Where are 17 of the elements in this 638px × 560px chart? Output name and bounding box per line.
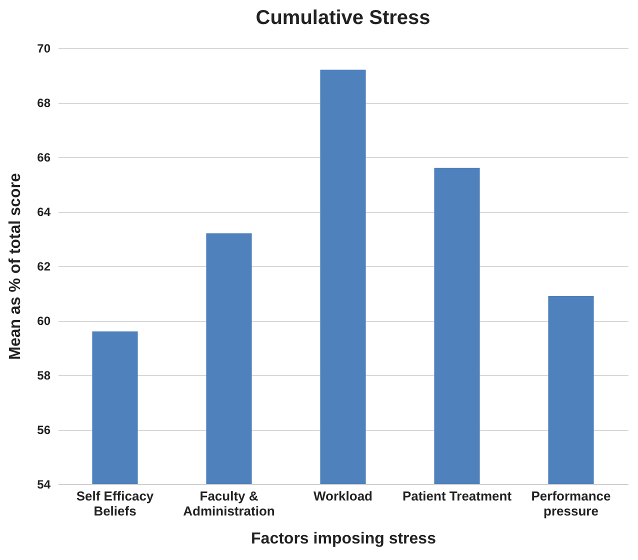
- y-tick-label: 56: [37, 423, 51, 437]
- y-tick-label: 60: [37, 314, 51, 328]
- x-tick-label: Workload: [314, 488, 373, 504]
- x-tick-label: Patient Treatment: [402, 488, 512, 504]
- x-tick-label: Performance pressure: [531, 488, 611, 518]
- y-tick-label: 64: [37, 205, 51, 219]
- y-tick-label: 70: [37, 42, 51, 56]
- y-tick-label: 58: [37, 368, 51, 382]
- y-tick-label: 54: [37, 478, 51, 492]
- x-axis-title: Factors imposing stress: [251, 530, 436, 548]
- y-tick-label: 62: [37, 260, 51, 274]
- x-tick-label: Faculty & Administration: [183, 488, 275, 518]
- x-tick-label: Self Efficacy Beliefs: [76, 488, 154, 518]
- chart-title: Cumulative Stress: [256, 7, 430, 29]
- y-tick-label: 66: [37, 150, 51, 164]
- y-tick-label: 68: [37, 96, 51, 110]
- y-axis-title: Mean as % of total score: [7, 173, 24, 360]
